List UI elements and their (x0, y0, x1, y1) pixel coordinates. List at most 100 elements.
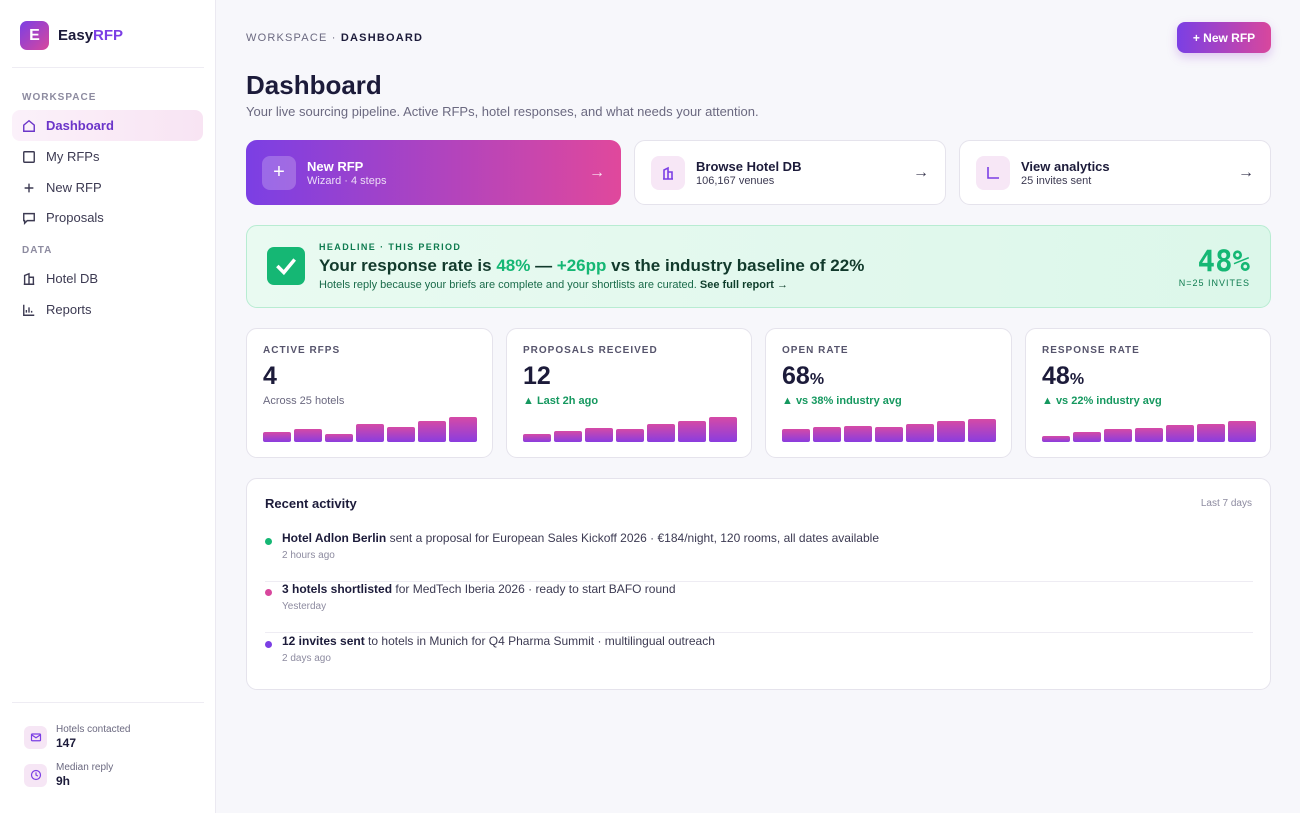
sidebar-item-hotel-db[interactable]: Hotel DB (12, 263, 203, 294)
sparkline-bar (844, 426, 872, 442)
sparkline-bar (418, 421, 446, 442)
activity-time: Yesterday (282, 601, 327, 612)
status-dot (265, 641, 272, 648)
quick-view-analytics-card[interactable]: View analytics 25 invites sent → (959, 140, 1271, 205)
sidebar-item-new-rfp[interactable]: New RFP (12, 172, 203, 203)
activity-title: Recent activity (265, 496, 357, 511)
kpi-value: 48% (1042, 362, 1085, 390)
home-icon (23, 119, 35, 132)
quick-new-rfp-card[interactable]: + New RFP Wizard · 4 steps → (246, 140, 621, 205)
see-full-report-link[interactable]: See full report → (699, 279, 788, 291)
sidebar-item-my-rfps[interactable]: My RFPs (12, 141, 203, 172)
check-badge (267, 247, 305, 285)
stat-label: Median reply (56, 762, 114, 773)
sparkline-bar (678, 421, 706, 442)
kpi-value: 12 (523, 362, 551, 390)
kpi-card-response-rate[interactable]: RESPONSE RATE 48% ▲ vs 22% industry avg (1025, 328, 1271, 458)
quick-title: New RFP (307, 158, 364, 174)
kpi-card-proposals-received[interactable]: PROPOSALS RECEIVED 12 ▲ Last 2h ago (506, 328, 752, 458)
stat-median-reply: Median reply 9h (24, 762, 113, 788)
headline-title: Your response rate is 48% — +26pp vs the… (319, 256, 865, 275)
sparkline-bar (813, 427, 841, 442)
headline-subtitle: Hotels reply because your briefs are com… (319, 279, 788, 291)
sparkline-bar (968, 419, 996, 442)
arrow-right-icon: → (1238, 163, 1254, 181)
sparkline-bar (554, 431, 582, 442)
sidebar: E EasyRFP WORKSPACE Dashboard My RFPs Ne… (0, 0, 216, 813)
clock-icon (30, 769, 41, 781)
sidebar-item-label: Reports (46, 302, 92, 317)
kpi-subtext: ▲ vs 22% industry avg (1042, 395, 1162, 407)
breadcrumb-parent[interactable]: WORKSPACE · (246, 32, 337, 44)
sparkline-bar (263, 432, 291, 442)
sidebar-item-reports[interactable]: Reports (12, 294, 203, 325)
sparkline (1042, 413, 1256, 442)
new-rfp-button[interactable]: + New RFP (1177, 22, 1271, 53)
stat-value: 9h (56, 774, 71, 788)
sparkline-bar (616, 429, 644, 442)
page-title: Dashboard (246, 70, 382, 100)
stat-value: 147 (56, 736, 77, 750)
sparkline-bar (1135, 428, 1163, 442)
kpi-label: ACTIVE RFPS (263, 345, 341, 356)
mail-icon (30, 733, 41, 742)
headline-sample-size: N=25 INVITES (1178, 278, 1250, 288)
activity-text: 3 hotels shortlisted for MedTech Iberia … (282, 582, 676, 596)
sidebar-item-dashboard[interactable]: Dashboard (12, 110, 203, 141)
brand[interactable]: E EasyRFP (20, 21, 123, 50)
sidebar-item-label: My RFPs (46, 149, 100, 164)
activity-range[interactable]: Last 7 days (1200, 498, 1252, 509)
building-icon (663, 166, 673, 180)
quick-sub: 25 invites sent (1021, 174, 1092, 187)
sidebar-item-proposals[interactable]: Proposals (12, 202, 203, 233)
sidebar-item-label: Dashboard (46, 118, 114, 133)
breadcrumb-current: DASHBOARD (340, 32, 424, 44)
sparkline-bar (937, 421, 965, 442)
status-dot (265, 589, 272, 596)
stat-hotels-contacted: Hotels contacted 147 (24, 724, 131, 750)
sparkline-bar (1228, 421, 1256, 442)
kpi-value: 4 (263, 362, 277, 390)
quick-sub: 106,167 venues (696, 174, 775, 187)
plus-icon: + (262, 155, 296, 190)
sparkline-bar (1073, 432, 1101, 442)
kpi-subtext: Across 25 hotels (263, 395, 345, 407)
kpi-card-open-rate[interactable]: OPEN RATE 68% ▲ vs 38% industry avg (765, 328, 1012, 458)
sparkline-bar (387, 427, 415, 442)
brand-name: EasyRFP (58, 27, 124, 44)
sparkline (782, 413, 996, 442)
recent-activity-panel: Recent activity Last 7 days Hotel Adlon … (246, 478, 1271, 690)
kpi-label: RESPONSE RATE (1042, 345, 1140, 356)
kpi-label: PROPOSALS RECEIVED (523, 345, 658, 356)
sidebar-item-label: Hotel DB (46, 271, 99, 286)
check-icon (276, 258, 296, 276)
quick-title: Browse Hotel DB (696, 158, 802, 174)
sparkline-bar (523, 434, 551, 442)
quick-title: View analytics (1021, 158, 1110, 174)
kpi-subtext: ▲ vs 38% industry avg (782, 395, 902, 407)
arrow-right-icon: → (913, 163, 929, 181)
analytics-icon (987, 166, 999, 179)
kpi-label: OPEN RATE (782, 345, 849, 356)
section-label-data: DATA (22, 245, 53, 256)
activity-text: Hotel Adlon Berlin sent a proposal for E… (282, 531, 879, 545)
quick-sub: Wizard · 4 steps (307, 174, 387, 187)
headline-rate: 48% (1197, 244, 1250, 278)
chart-icon (23, 304, 35, 316)
arrow-right-icon: → (589, 163, 605, 181)
activity-item[interactable]: 12 invites sent to hotels in Munich for … (265, 634, 1253, 685)
kpi-value: 68% (782, 362, 825, 390)
square-icon (23, 150, 35, 163)
sparkline (263, 413, 477, 442)
quick-browse-hotel-db-card[interactable]: Browse Hotel DB 106,167 venues → (634, 140, 946, 205)
kpi-card-active-rfps[interactable]: ACTIVE RFPS 4 Across 25 hotels (246, 328, 493, 458)
building-icon (23, 272, 35, 285)
sidebar-item-label: New RFP (46, 180, 102, 195)
chat-icon (23, 212, 35, 225)
plus-icon (24, 183, 34, 192)
page-subtitle: Your live sourcing pipeline. Active RFPs… (246, 104, 759, 119)
sidebar-divider (12, 702, 204, 703)
activity-item[interactable]: Hotel Adlon Berlin sent a proposal for E… (265, 531, 1253, 582)
activity-item[interactable]: 3 hotels shortlisted for MedTech Iberia … (265, 582, 1253, 633)
sidebar-item-label: Proposals (46, 210, 104, 225)
